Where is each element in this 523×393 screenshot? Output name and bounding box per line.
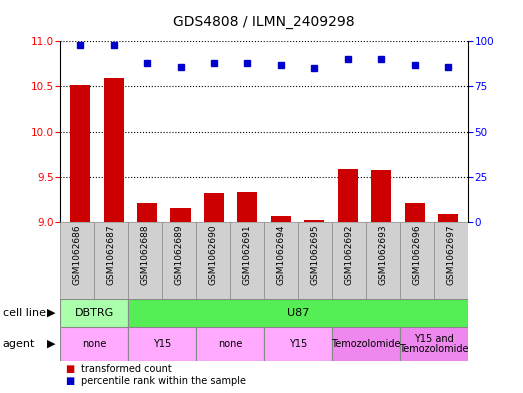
Bar bbox=[400, 222, 434, 299]
Bar bbox=[371, 170, 391, 222]
Text: GSM1062695: GSM1062695 bbox=[311, 224, 320, 285]
Text: GSM1062688: GSM1062688 bbox=[141, 224, 150, 285]
Text: ■: ■ bbox=[65, 364, 75, 374]
Bar bbox=[271, 216, 291, 222]
Bar bbox=[264, 222, 298, 299]
Bar bbox=[128, 222, 162, 299]
Bar bbox=[400, 327, 468, 361]
Bar bbox=[366, 222, 400, 299]
Bar bbox=[137, 203, 157, 222]
Bar bbox=[237, 192, 257, 222]
Bar bbox=[196, 222, 230, 299]
Text: GSM1062686: GSM1062686 bbox=[73, 224, 82, 285]
Text: ■: ■ bbox=[65, 376, 75, 386]
Text: none: none bbox=[218, 339, 242, 349]
Text: GSM1062687: GSM1062687 bbox=[107, 224, 116, 285]
Bar bbox=[128, 327, 196, 361]
Bar bbox=[170, 208, 190, 222]
Text: Y15: Y15 bbox=[153, 339, 171, 349]
Bar bbox=[162, 222, 196, 299]
Bar bbox=[230, 222, 264, 299]
Text: GSM1062693: GSM1062693 bbox=[379, 224, 388, 285]
Text: ▶: ▶ bbox=[47, 308, 55, 318]
Text: transformed count: transformed count bbox=[81, 364, 172, 374]
Text: GSM1062692: GSM1062692 bbox=[345, 224, 354, 285]
Bar bbox=[438, 214, 458, 222]
Bar bbox=[60, 299, 128, 327]
Text: GSM1062691: GSM1062691 bbox=[243, 224, 252, 285]
Bar bbox=[405, 203, 425, 222]
Bar bbox=[332, 222, 366, 299]
Text: Y15: Y15 bbox=[289, 339, 307, 349]
Bar bbox=[94, 222, 128, 299]
Text: GSM1062690: GSM1062690 bbox=[209, 224, 218, 285]
Text: GSM1062689: GSM1062689 bbox=[175, 224, 184, 285]
Text: percentile rank within the sample: percentile rank within the sample bbox=[81, 376, 246, 386]
Text: none: none bbox=[82, 339, 106, 349]
Text: GSM1062694: GSM1062694 bbox=[277, 224, 286, 285]
Text: DBTRG: DBTRG bbox=[74, 308, 114, 318]
Bar bbox=[60, 327, 128, 361]
Bar bbox=[298, 222, 332, 299]
Bar bbox=[128, 299, 468, 327]
Bar bbox=[264, 327, 332, 361]
Bar bbox=[204, 193, 224, 222]
Bar bbox=[70, 84, 90, 222]
Text: agent: agent bbox=[3, 339, 35, 349]
Bar bbox=[304, 220, 324, 222]
Bar bbox=[196, 327, 264, 361]
Text: ▶: ▶ bbox=[47, 339, 55, 349]
Bar bbox=[332, 327, 400, 361]
Bar bbox=[434, 222, 468, 299]
Text: Y15 and
Temozolomide: Y15 and Temozolomide bbox=[400, 334, 469, 354]
Text: Temozolomide: Temozolomide bbox=[332, 339, 401, 349]
Text: GDS4808 / ILMN_2409298: GDS4808 / ILMN_2409298 bbox=[173, 15, 355, 29]
Text: cell line: cell line bbox=[3, 308, 46, 318]
Text: GSM1062697: GSM1062697 bbox=[447, 224, 456, 285]
Bar bbox=[60, 222, 94, 299]
Text: U87: U87 bbox=[287, 308, 309, 318]
Bar bbox=[104, 78, 123, 222]
Bar bbox=[338, 169, 358, 222]
Text: GSM1062696: GSM1062696 bbox=[413, 224, 422, 285]
